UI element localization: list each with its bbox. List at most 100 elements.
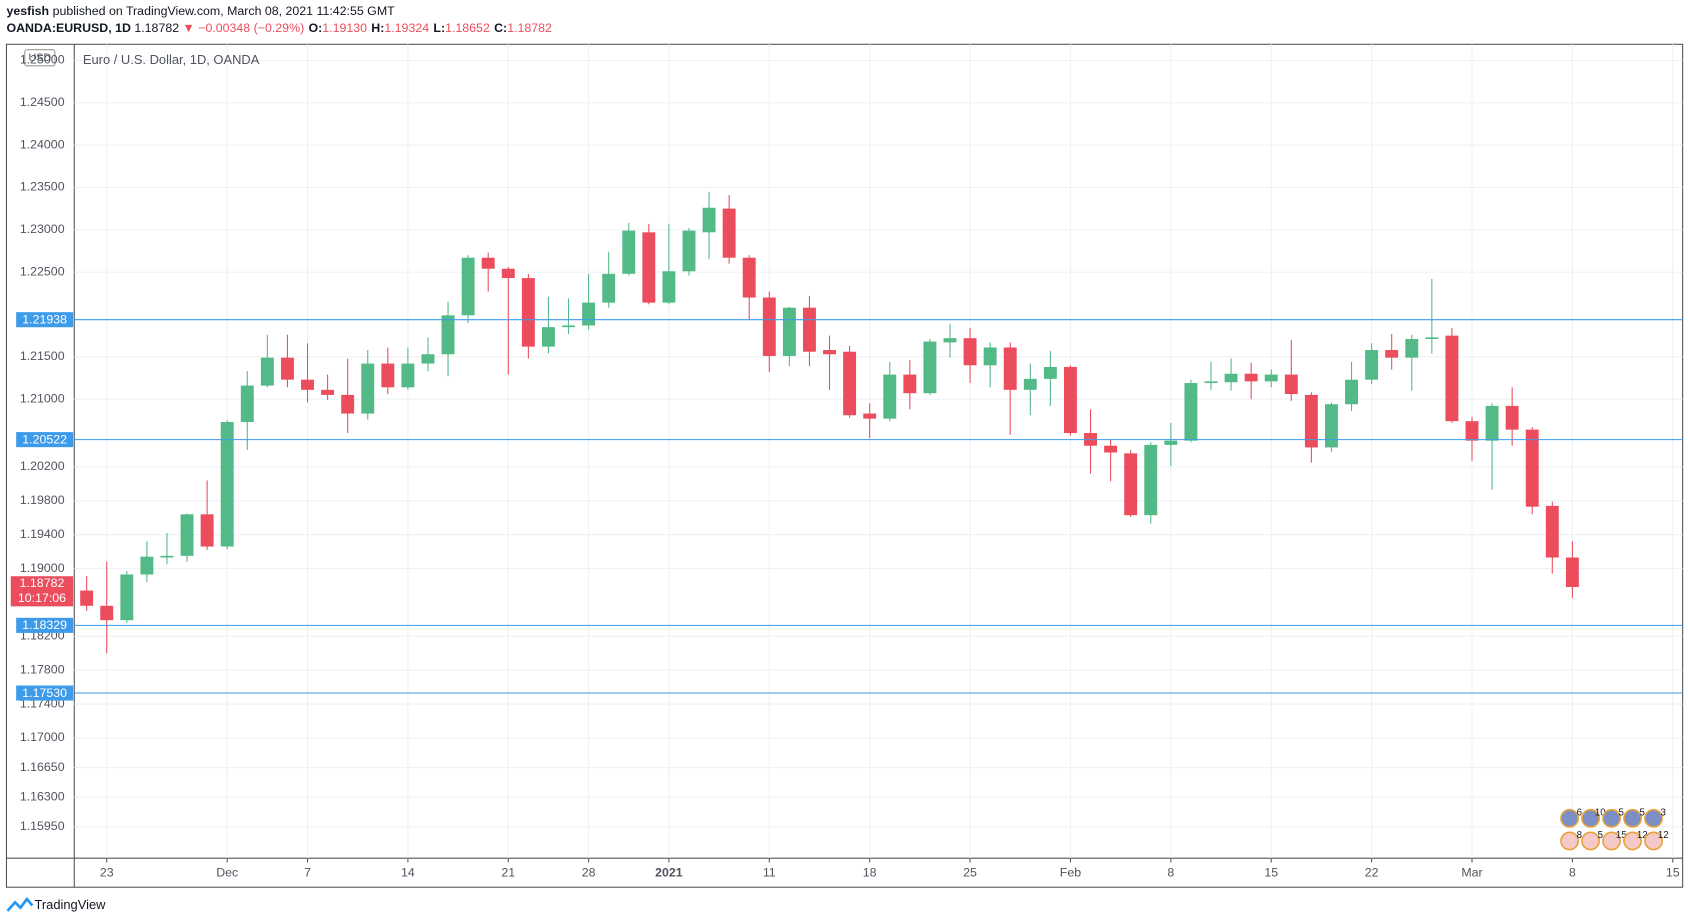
candle-body (1525, 429, 1539, 507)
y-tick-label: 1.24500 (20, 95, 65, 109)
ohlc-value: 1.19130 (322, 22, 367, 36)
candle-body (1124, 453, 1138, 516)
candle-body (742, 257, 756, 298)
event-count: 5 (1619, 808, 1624, 819)
x-tick-label: Feb (1060, 866, 1081, 880)
event-icon (1581, 808, 1600, 828)
candle-body (642, 232, 656, 303)
x-tick-label: 21 (501, 866, 515, 880)
symbol: OANDA:EURUSD, 1D (6, 22, 131, 36)
line-price-box (16, 432, 74, 448)
candle-body (1445, 335, 1459, 422)
y-tick-label: 1.22500 (20, 264, 65, 278)
candle-body (321, 389, 335, 395)
candle-body (1324, 404, 1338, 448)
event-icon (1644, 831, 1663, 851)
candle-body (1204, 381, 1218, 384)
candle-body (782, 307, 796, 356)
candle-body (100, 605, 114, 621)
y-tick-label: 1.24000 (20, 137, 65, 151)
candle-body (1425, 337, 1439, 340)
candle-body (361, 363, 375, 414)
candle-body (260, 357, 274, 386)
candle-body (823, 350, 836, 355)
candle-body (441, 315, 455, 355)
candle-body (421, 354, 435, 364)
x-tick-label: 2021 (655, 866, 683, 880)
candle-body (582, 302, 596, 326)
y-tick-label: 1.19000 (20, 561, 65, 575)
y-tick-label: 1.17000 (20, 730, 65, 744)
currency-label[interactable]: USD (28, 52, 51, 64)
event-count: 5 (1598, 830, 1603, 841)
candle-body (1345, 379, 1358, 405)
event-icon (1623, 808, 1642, 828)
event-icon (1560, 808, 1580, 828)
candle-body (120, 574, 134, 621)
candle-body (541, 327, 555, 347)
candle-body (220, 422, 234, 547)
last-price-box (10, 576, 74, 607)
candle-body (1104, 445, 1118, 453)
candle-body (702, 207, 716, 233)
candle-body (1184, 383, 1198, 441)
x-tick-label: 23 (100, 866, 114, 880)
candle-body (1485, 405, 1499, 441)
y-tick-label: 1.17800 (20, 662, 65, 676)
candle-body (341, 394, 355, 414)
candle-body (602, 273, 616, 303)
line-price-box (16, 685, 74, 701)
candle-body (180, 514, 194, 556)
x-tick-label: 28 (582, 866, 596, 880)
currency-button[interactable] (24, 49, 56, 67)
candle-body (1244, 373, 1258, 382)
line-price-label: 1.20522 (22, 432, 67, 446)
candle-body (1164, 440, 1178, 445)
candle-body (1224, 373, 1238, 383)
published: published on TradingView.com, March 08, … (53, 4, 396, 18)
y-tick-label: 1.20200 (20, 459, 65, 473)
candle-body (963, 338, 977, 366)
header-line-1: yesfish published on TradingView.com, Ma… (6, 4, 395, 18)
ohlc-value: 1.19324 (384, 22, 429, 36)
event-count: 12 (1658, 830, 1669, 841)
candle-body (1144, 444, 1158, 516)
y-tick-label: 1.21500 (20, 349, 65, 363)
candle-body (401, 363, 415, 388)
x-tick-label: 25 (963, 866, 977, 880)
y-tick-label: 1.23000 (20, 222, 65, 236)
candle-body (1545, 505, 1559, 558)
event-count: 10 (1595, 808, 1606, 819)
x-tick-label: Dec (216, 866, 238, 880)
candle-body (1023, 378, 1037, 390)
event-icon (1581, 831, 1600, 851)
candle-body (662, 271, 676, 303)
candle-body (1063, 366, 1077, 434)
candle-body (160, 555, 174, 558)
candle-body (280, 357, 294, 380)
candle-body (381, 363, 395, 388)
y-tick-label: 1.21000 (20, 391, 65, 405)
candle-body (1385, 350, 1399, 358)
line-price-box (16, 312, 74, 328)
candle-body (1465, 421, 1479, 441)
logo-text: TradingView (34, 897, 106, 912)
candle-body (501, 268, 515, 279)
candle-body (1405, 339, 1419, 358)
x-tick-label: 8 (1569, 866, 1576, 880)
y-tick-label: 1.16300 (20, 789, 65, 803)
tradingview-logo: TradingView (6, 896, 106, 912)
event-count: 6 (1577, 808, 1582, 819)
x-tick-label: 22 (1365, 866, 1379, 880)
publisher: yesfish (6, 4, 49, 18)
y-tick-label: 1.19400 (20, 527, 65, 541)
line-price-box (16, 617, 74, 633)
line-price-label: 1.18329 (22, 618, 67, 632)
candle-body (1264, 374, 1278, 382)
candle-body (140, 556, 154, 575)
candle-body (1003, 347, 1017, 390)
candle-body (622, 230, 636, 274)
line-price-label: 1.17530 (22, 686, 67, 700)
candle-body (843, 351, 857, 416)
